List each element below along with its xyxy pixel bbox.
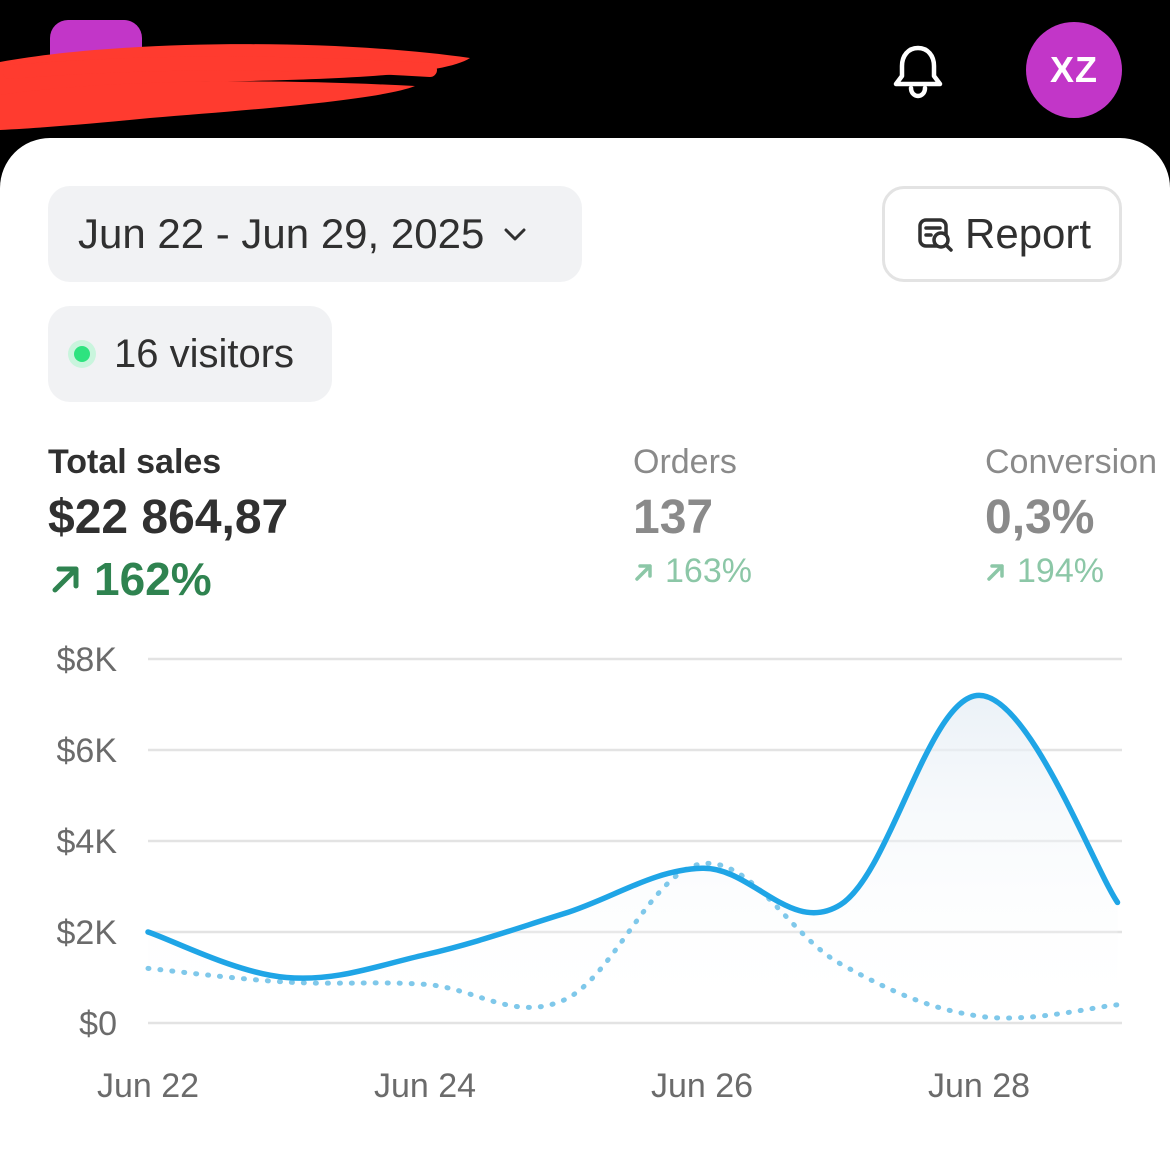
metric-label: Orders [633, 443, 737, 481]
metric-value: 0,3% [985, 491, 1095, 544]
report-button[interactable]: Report [882, 186, 1122, 282]
y-tick-label: $8K [57, 641, 118, 679]
chevron-down-icon [504, 228, 526, 241]
metric-change-value: 162% [94, 553, 212, 605]
x-tick-label: Jun 22 [97, 1067, 199, 1105]
y-tick-label: $0 [79, 1005, 117, 1043]
redaction-scribble [0, 44, 470, 130]
metric-change-value: 194% [1017, 552, 1104, 590]
metric-label: Total sales [48, 443, 222, 481]
metric-total-sales[interactable]: Total sales $22 864,87 162% [48, 442, 288, 606]
x-tick-label: Jun 24 [374, 1067, 476, 1105]
visitors-badge[interactable]: 16 visitors [48, 306, 332, 402]
metric-change-value: 163% [665, 552, 752, 590]
metric-change: 163% [633, 552, 752, 591]
arrow-up-right-icon [635, 563, 652, 581]
avatar[interactable]: XZ [1026, 22, 1122, 118]
y-tick-label: $4K [57, 823, 118, 861]
sales-chart: $8K $6K $4K $2K $0 Jun 22 Jun 24 Jun 26 Jun 28 [57, 641, 1122, 1105]
live-dot-icon [68, 340, 96, 368]
date-range-label: Jun 22 - Jun 29, 2025 [78, 210, 485, 257]
top-bar: XZ [0, 0, 1170, 138]
series-area-fill [148, 695, 1118, 1023]
report-label: Report [965, 210, 1092, 257]
x-tick-label: Jun 26 [651, 1067, 753, 1105]
arrow-up-right-icon [52, 566, 79, 593]
x-tick-label: Jun 28 [928, 1067, 1030, 1105]
visitors-label: 16 visitors [114, 331, 295, 376]
comparison-series-line [145, 861, 1120, 1021]
date-range-button[interactable]: Jun 22 - Jun 29, 2025 [48, 186, 582, 282]
metric-label: Conversion [985, 443, 1157, 481]
y-tick-label: $2K [57, 914, 118, 952]
y-tick-label: $6K [57, 732, 118, 770]
arrow-up-right-icon [987, 563, 1004, 581]
metric-change: 162% [48, 552, 288, 606]
current-series-line [145, 692, 1121, 981]
metric-value: 137 [633, 491, 714, 544]
metric-conversion[interactable]: Conversion 0,3% 194% [985, 442, 1157, 591]
metric-orders[interactable]: Orders 137 163% [633, 442, 752, 591]
metric-change: 194% [985, 552, 1157, 591]
report-search-icon [918, 218, 953, 252]
bell-icon[interactable] [886, 38, 950, 102]
metric-value: $22 864,87 [48, 491, 289, 544]
